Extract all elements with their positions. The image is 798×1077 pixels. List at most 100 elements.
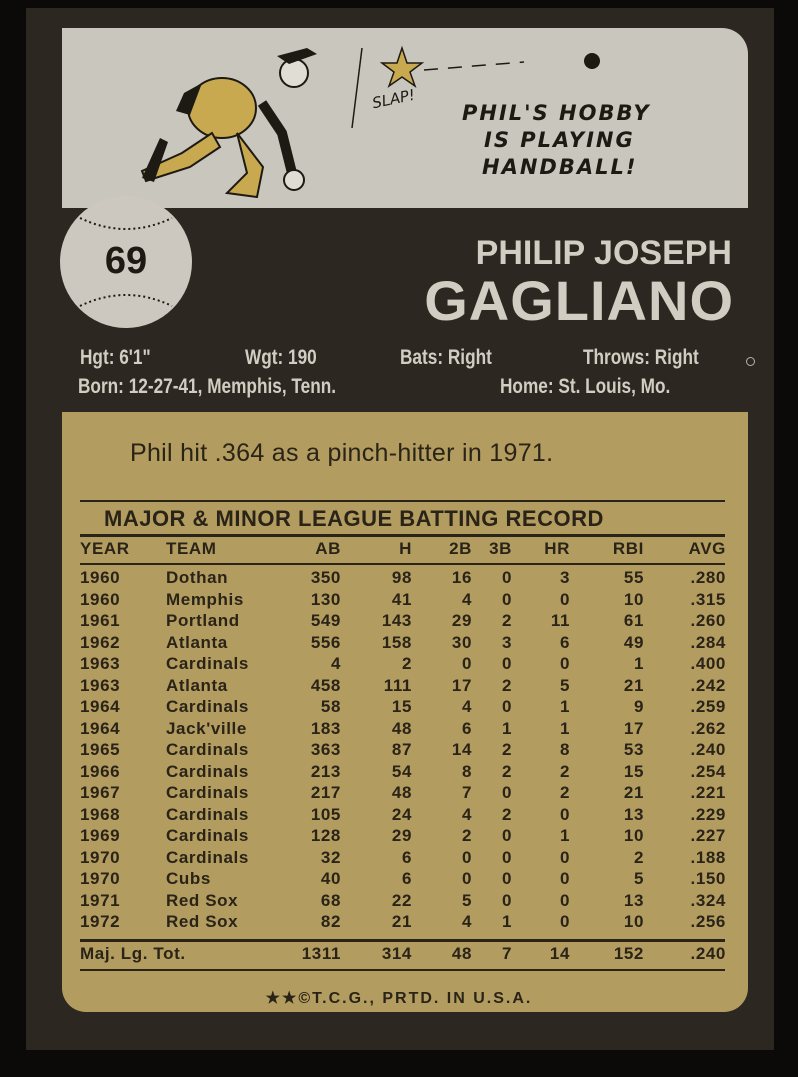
table-cell: .400 — [690, 654, 726, 673]
table-cell: 24 — [391, 804, 412, 824]
copyright-footer: ★★©T.C.G., PRTD. IN U.S.A. — [265, 990, 533, 1007]
table-cell: 0 — [559, 589, 570, 609]
table-cell: 363 — [310, 740, 341, 759]
table-cell: 21 — [623, 783, 644, 802]
table-cell: 183 — [310, 718, 341, 738]
table-cell: 0 — [559, 890, 570, 910]
column-header: 2B — [449, 539, 472, 558]
table-cell: 0 — [559, 804, 570, 824]
divider — [80, 939, 725, 942]
table-cell: 55 — [623, 568, 644, 587]
table-cell: 10 — [623, 826, 644, 845]
table-cell: 98 — [391, 568, 412, 587]
table-cell: 68 — [320, 890, 341, 910]
table-cell: .242 — [690, 675, 726, 695]
table-cell: .259 — [690, 697, 726, 716]
table-cell: 2 — [501, 740, 512, 759]
table-cell: Cardinals — [166, 740, 249, 759]
table-cell: 1970 — [80, 869, 121, 888]
table-cell: 217 — [310, 783, 341, 802]
table-cell: 13 — [623, 890, 644, 910]
table-cell: 1960 — [80, 589, 121, 609]
baseball-icon: 69 — [60, 196, 192, 328]
table-cell: 128 — [310, 826, 341, 845]
table-cell: 61 — [623, 611, 644, 630]
table-cell: Cardinals — [166, 654, 249, 673]
table-cell: 1 — [501, 912, 512, 931]
table-cell: 0 — [501, 847, 512, 867]
table-cell: 1970 — [80, 847, 121, 867]
stats-panel — [62, 412, 748, 1012]
divider — [80, 563, 725, 565]
table-cell: 48 — [391, 718, 412, 738]
table-cell: 1965 — [80, 740, 121, 759]
divider — [80, 500, 725, 502]
table-cell: 21 — [623, 675, 644, 695]
table-cell: Cardinals — [166, 761, 249, 781]
table-cell: .324 — [690, 890, 726, 910]
column-header: AB — [315, 539, 341, 558]
caption-line: PHIL'S HOBBY — [462, 101, 651, 125]
table-cell: .256 — [690, 912, 726, 931]
column-header: TEAM — [166, 539, 217, 558]
table-cell: 49 — [623, 632, 644, 652]
column-header: H — [399, 539, 412, 558]
column-header: 3B — [489, 539, 512, 558]
table-cell: 1 — [501, 718, 512, 738]
table-cell: 0 — [501, 697, 512, 716]
table-cell: .221 — [690, 783, 726, 802]
table-cell: 6 — [461, 718, 472, 738]
table-cell: 54 — [391, 761, 412, 781]
table-cell: 1 — [559, 718, 570, 738]
height: Hgt: 6'1" — [80, 346, 151, 369]
table-cell: 58 — [320, 697, 341, 716]
cartoon-panel: SLAP! PHIL'S HOBBY IS PLAYING HANDBALL! — [62, 28, 748, 208]
caption-line: IS PLAYING — [484, 128, 635, 152]
table-cell: 17 — [623, 718, 644, 738]
table-cell: 1971 — [80, 890, 121, 910]
table-cell: .150 — [690, 869, 726, 888]
table-cell: 1964 — [80, 697, 121, 716]
table-cell: Red Sox — [166, 912, 239, 931]
table-cell: .229 — [690, 804, 726, 824]
born: Born: 12-27-41, Memphis, Tenn. — [78, 375, 337, 398]
table-cell: 53 — [623, 740, 644, 759]
totals-cell: 152 — [613, 944, 644, 963]
table-cell: 130 — [310, 589, 341, 609]
table-cell: 0 — [501, 654, 512, 673]
table-cell: 1964 — [80, 718, 121, 738]
table-cell: 1966 — [80, 761, 121, 781]
table-cell: 0 — [559, 847, 570, 867]
divider — [80, 969, 725, 971]
table-cell: 22 — [391, 890, 412, 910]
table-cell: .254 — [690, 761, 726, 781]
table-cell: .188 — [690, 847, 726, 867]
table-cell: 0 — [501, 589, 512, 609]
table-cell: 549 — [310, 611, 341, 630]
table-cell: 8 — [461, 761, 472, 781]
table-cell: 0 — [559, 654, 570, 673]
divider — [80, 534, 725, 537]
table-cell: 0 — [461, 869, 472, 888]
table-cell: .284 — [690, 632, 726, 652]
table-cell: 1969 — [80, 826, 121, 845]
totals-cell: 7 — [501, 944, 512, 963]
table-cell: 1963 — [80, 654, 121, 673]
table-cell: 15 — [623, 761, 644, 781]
table-cell: 1 — [559, 826, 570, 845]
column-header: YEAR — [80, 539, 130, 558]
table-cell: Cardinals — [166, 826, 249, 845]
throws: Throws: Right — [583, 346, 699, 369]
table-cell: 5 — [461, 890, 472, 910]
table-cell: 158 — [381, 632, 412, 652]
table-cell: .240 — [690, 740, 726, 759]
table-cell: 14 — [451, 740, 472, 759]
table-cell: 4 — [461, 804, 472, 824]
totals-cell: 14 — [549, 944, 570, 963]
table-cell: 350 — [310, 568, 341, 587]
player-fact: Phil hit .364 as a pinch-hitter in 1971. — [130, 439, 554, 467]
table-cell: 5 — [559, 675, 570, 695]
table-cell: Cubs — [166, 869, 211, 888]
column-header: RBI — [612, 539, 644, 558]
handball-player-illustration — [140, 45, 600, 199]
